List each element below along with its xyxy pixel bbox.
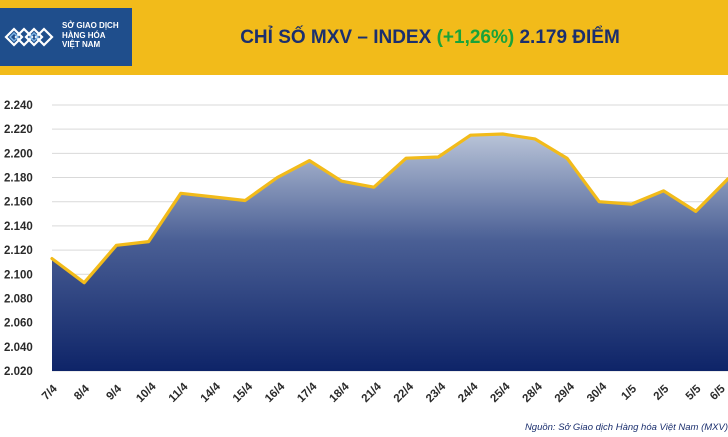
x-tick-label: 10/4: [134, 380, 159, 405]
y-tick-label: 2.160: [4, 197, 33, 209]
area-fill: [52, 134, 728, 371]
x-tick-label: 28/4: [521, 380, 546, 405]
logo-line-1: SỞ GIAO DỊCH: [62, 21, 119, 30]
x-tick-label: 6/5: [708, 383, 728, 403]
x-tick-label: 7/4: [40, 383, 60, 403]
x-tick-label: 29/4: [553, 380, 578, 405]
title-change-percent: (+1,26%): [436, 27, 515, 48]
y-tick-label: 2.180: [4, 173, 33, 185]
title-index-value: 2.179 ĐIỂM: [519, 27, 620, 48]
y-tick-label: 2.060: [4, 318, 33, 330]
x-tick-label: 11/4: [167, 381, 191, 405]
x-tick-label: 15/4: [231, 380, 256, 405]
x-tick-label: 5/5: [684, 383, 704, 403]
y-tick-label: 2.120: [4, 245, 33, 257]
x-tick-label: 8/4: [72, 383, 92, 403]
x-tick-label: 24/4: [456, 380, 481, 405]
x-tick-label: 22/4: [392, 380, 417, 405]
mxv-logo-text: SỞ GIAO DỊCH HÀNG HÓA VIỆT NAM: [62, 21, 130, 50]
y-tick-label: 2.240: [4, 100, 33, 112]
y-tick-label: 2.100: [4, 269, 33, 281]
x-tick-label: 14/4: [199, 380, 224, 405]
x-tick-label: 30/4: [585, 380, 610, 405]
x-tick-label: 18/4: [327, 380, 352, 405]
y-tick-label: 2.140: [4, 221, 33, 233]
header-band: SỞ GIAO DỊCH HÀNG HÓA VIỆT NAM CHỈ SỐ MX…: [0, 0, 728, 75]
y-axis-labels: 2.020 2.040 2.060 2.080 2.100 2.120 2.140 2.160…: [4, 100, 33, 378]
title-index-name: CHỈ SỐ MXV – INDEX: [240, 27, 432, 48]
logo-line-2: HÀNG HÓA: [62, 30, 106, 40]
mxv-logo-mark-icon: [4, 27, 54, 47]
y-tick-label: 2.040: [4, 342, 33, 354]
y-tick-label: 2.020: [4, 366, 33, 378]
x-tick-label: 17/4: [295, 380, 320, 405]
source-note: Nguồn: Sở Giao dịch Hàng hóa Việt Nam (M…: [524, 422, 728, 433]
chart-title: CHỈ SỐ MXV – INDEX (+1,26%) 2.179 ĐIỂM: [132, 0, 728, 75]
x-tick-label: 9/4: [104, 383, 124, 403]
y-tick-label: 2.200: [4, 148, 33, 160]
series-line: [50, 132, 728, 285]
mxv-index-area-chart: 2.020 2.040 2.060 2.080 2.100 2.120 2.140 2.160…: [4, 100, 728, 405]
x-tick-label: 21/4: [360, 380, 385, 405]
x-tick-label: 23/4: [424, 380, 449, 405]
y-tick-label: 2.220: [4, 124, 33, 136]
x-axis-labels: 7/4 8/4 9/4 10/4 11/4 14/4 15/4 16/4 17/4 18/4 21/…: [40, 380, 728, 405]
x-tick-label: 16/4: [263, 380, 288, 405]
logo-line-3: VIỆT NAM: [62, 40, 101, 50]
y-tick-label: 2.080: [4, 293, 33, 305]
mxv-logo: SỞ GIAO DỊCH HÀNG HÓA VIỆT NAM: [0, 8, 132, 66]
x-tick-label: 2/5: [652, 383, 672, 403]
x-tick-label: 1/5: [619, 383, 639, 403]
x-tick-label: 25/4: [488, 380, 513, 405]
